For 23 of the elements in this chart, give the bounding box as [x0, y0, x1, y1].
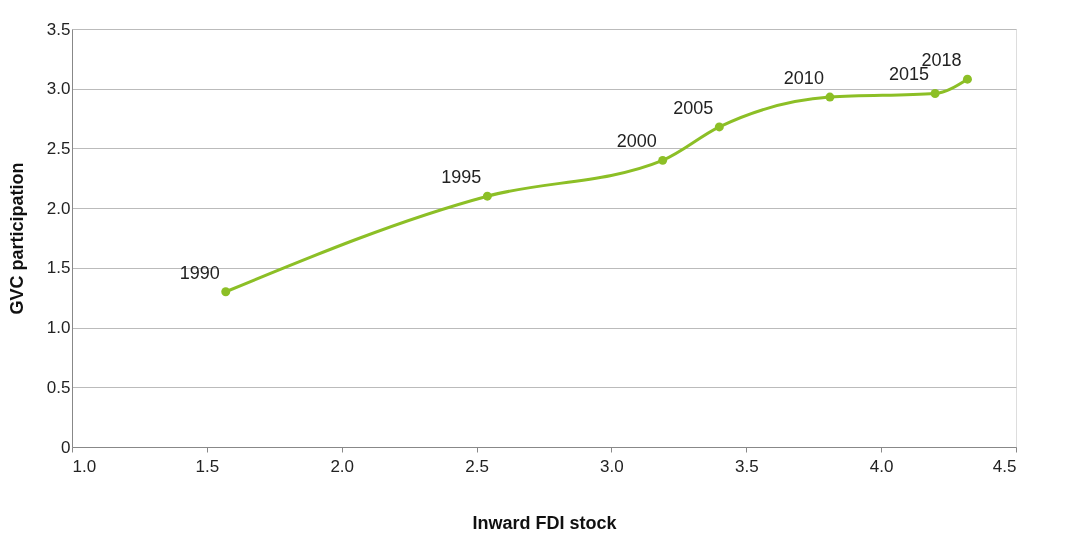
x-tick-label: 1.0 [72, 456, 97, 476]
y-tick-label: 2.0 [46, 198, 71, 218]
x-tick-label: 4.0 [869, 456, 894, 476]
annotation: 1995 [441, 167, 482, 188]
y-axis-title: GVC participation [6, 162, 27, 315]
y-tick-label: 1.5 [46, 258, 71, 278]
y-tick-label: 3.5 [46, 19, 71, 39]
x-tick-label: 3.0 [600, 456, 624, 476]
annotation: 2000 [616, 131, 657, 152]
annotation: 2010 [783, 68, 824, 89]
x-tick-label: 2.5 [465, 456, 489, 476]
y-tick-label: 1.0 [46, 318, 71, 338]
x-tick-label: 4.5 [992, 456, 1017, 476]
x-tick-label: 1.5 [195, 456, 220, 476]
y-tick-label: 3.0 [46, 79, 71, 99]
y-tick-label: 2.5 [46, 138, 71, 158]
x-axis-title: Inward FDI stock [472, 512, 618, 533]
annotation: 1990 [179, 262, 220, 283]
y-tick-label: 0 [61, 437, 71, 457]
x-tick-label: 2.0 [330, 456, 355, 476]
annotation: 2005 [673, 97, 714, 118]
y-tick-label: 0.5 [46, 377, 71, 397]
x-tick-label: 3.5 [734, 456, 759, 476]
